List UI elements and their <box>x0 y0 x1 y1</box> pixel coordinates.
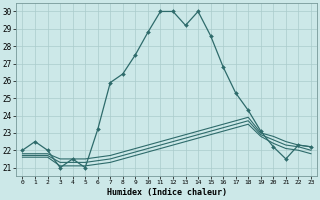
X-axis label: Humidex (Indice chaleur): Humidex (Indice chaleur) <box>107 188 227 197</box>
